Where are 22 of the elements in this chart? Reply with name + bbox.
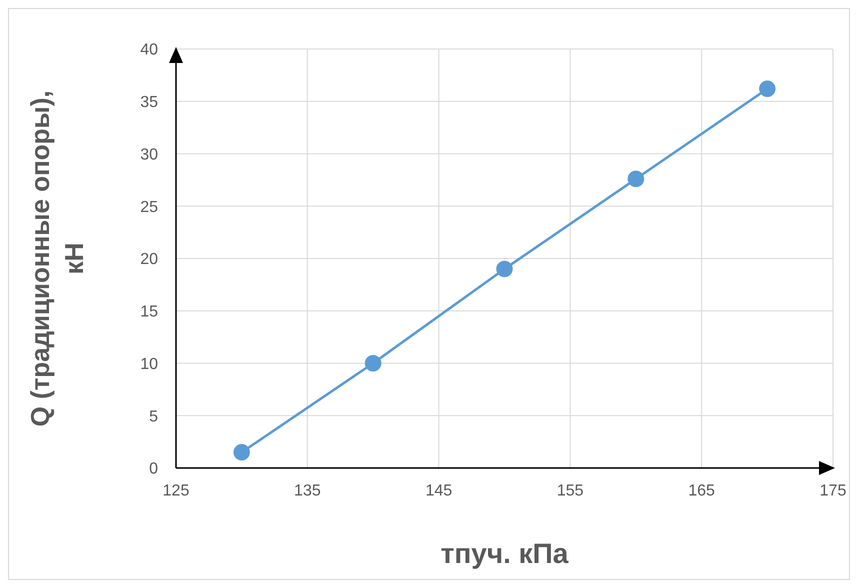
y-tick-label: 5 bbox=[149, 408, 158, 426]
point bbox=[759, 80, 776, 98]
x-tick-label: 155 bbox=[556, 482, 584, 500]
x-tick-label: 175 bbox=[820, 482, 846, 500]
y-tick-label: 30 bbox=[140, 146, 158, 164]
point bbox=[496, 260, 513, 278]
x-axis-title: тпуч. кПа bbox=[440, 538, 569, 569]
y-tick-label: 25 bbox=[140, 198, 158, 216]
x-tick-label: 165 bbox=[688, 482, 716, 500]
point bbox=[628, 170, 644, 188]
y-tick-label: 40 bbox=[140, 42, 158, 59]
x-tick-label: 145 bbox=[425, 482, 452, 500]
point bbox=[233, 444, 250, 461]
y-axis-title: Q (традиционные опоры), кН bbox=[25, 90, 89, 427]
x-tick-label: 135 bbox=[294, 482, 321, 500]
y-tick-label: 20 bbox=[140, 251, 158, 268]
point bbox=[364, 355, 382, 372]
y-tick-label: 0 bbox=[149, 460, 158, 478]
y-tick-label: 15 bbox=[140, 304, 158, 321]
y-tick-label: 35 bbox=[140, 94, 158, 112]
y-tick-label: 10 bbox=[140, 356, 158, 373]
x-tick-label: 125 bbox=[162, 482, 190, 500]
